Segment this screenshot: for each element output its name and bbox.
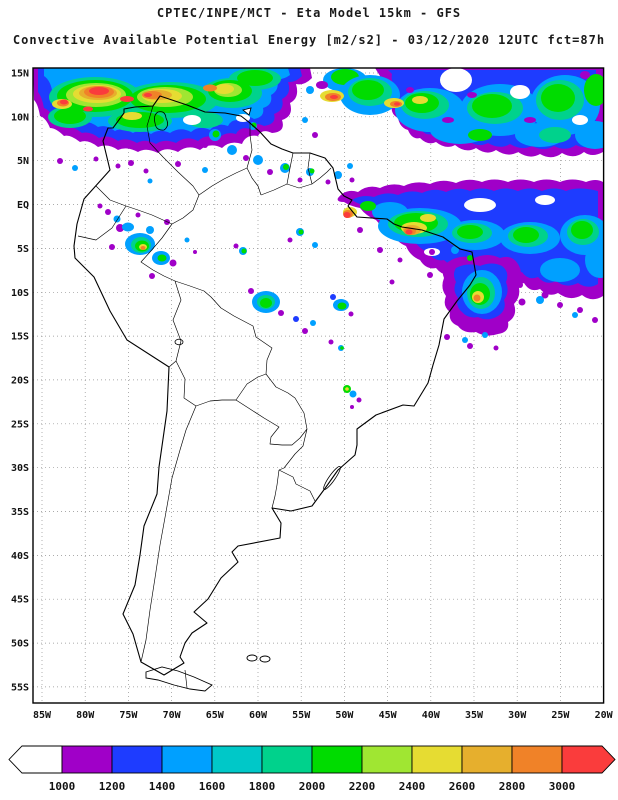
- lon-tick-label: 55W: [292, 710, 311, 721]
- colorbar-segment: [361, 745, 413, 774]
- lon-tick-label: 20W: [595, 710, 614, 721]
- lat-tick-label: 5N: [17, 156, 29, 167]
- lat-tick-label: 15N: [11, 69, 29, 80]
- cape-specks-central-brazil: [233, 228, 362, 409]
- lon-tick-label: 40W: [422, 710, 441, 721]
- colorbar-tick-label: 3000: [549, 780, 576, 793]
- colorbar-tick-label: 1000: [49, 780, 76, 793]
- lat-tick-label: 10S: [11, 288, 29, 299]
- lake-maracaibo: [154, 111, 168, 131]
- lon-tick-label: 70W: [163, 710, 182, 721]
- lat-tick-label: 15S: [11, 332, 29, 343]
- colorbar-tick-label: 1200: [99, 780, 126, 793]
- colorbar-segment: [461, 745, 513, 774]
- lon-tick-label: 45W: [379, 710, 398, 721]
- colorbar-tick-label: 2200: [349, 780, 376, 793]
- lon-tick-label: 65W: [206, 710, 225, 721]
- lat-tick-label: 45S: [11, 595, 29, 606]
- colorbar-tick-label: 2000: [299, 780, 326, 793]
- page-subtitle: Convective Available Potential Energy [m…: [12, 33, 606, 47]
- lat-tick-label: EQ: [17, 200, 29, 211]
- lat-tick-label: 35S: [11, 507, 29, 518]
- lon-tick-label: 85W: [33, 710, 52, 721]
- lon-tick-label: 60W: [249, 710, 268, 721]
- lat-tick-label: 25S: [11, 419, 29, 430]
- colorbar-segment: [261, 745, 313, 774]
- lat-tick-label: 10N: [11, 112, 29, 123]
- cape-blob-equatorial-atlantic: [337, 179, 604, 323]
- lon-tick-label: 75W: [119, 710, 138, 721]
- colorbar-segment: [161, 745, 213, 774]
- cape-specks-guyana-interior: [202, 86, 355, 185]
- lat-tick-label: 30S: [11, 463, 29, 474]
- lakes-islands: [145, 107, 341, 692]
- page-title: CPTEC/INPE/MCT - Eta Model 15km - GFS: [156, 6, 462, 20]
- colorbar-segment: [111, 745, 163, 774]
- colorbar-segment: [211, 745, 263, 774]
- colorbar-tick-label: 2600: [449, 780, 476, 793]
- cape-blob-north-atlantic: [316, 68, 604, 158]
- lat-tick-label: 55S: [11, 682, 29, 693]
- trinidad-island: [242, 107, 252, 116]
- lon-tick-label: 30W: [508, 710, 527, 721]
- lat-tick-label: 50S: [11, 639, 29, 650]
- lon-tick-label: 50W: [335, 710, 354, 721]
- colorbar-tick-label: 1800: [249, 780, 276, 793]
- falkland-island-west: [246, 654, 258, 662]
- lon-tick-label: 35W: [465, 710, 484, 721]
- colorbar: 1000 1200 1400 1600 1800 2000 2200 2400 2600 2800…: [8, 745, 616, 793]
- colorbar-segment: [61, 745, 113, 774]
- cape-shaded-field: [33, 68, 604, 409]
- country-borders: [77, 105, 332, 689]
- lat-tick-label: 40S: [11, 551, 29, 562]
- colorbar-tick-label: 1400: [149, 780, 176, 793]
- south-america-coastline: [73, 95, 477, 676]
- map-frame: [32, 67, 605, 704]
- cape-specks-amazon: [97, 203, 197, 279]
- lon-tick-label: 25W: [551, 710, 570, 721]
- lon-tick-label: 80W: [76, 710, 95, 721]
- colorbar-below-min-arrow: [8, 745, 63, 774]
- lat-tick-label: 5S: [17, 244, 29, 255]
- falkland-island-east: [259, 655, 271, 663]
- cape-blob-northeast-offshore: [429, 246, 526, 351]
- colorbar-segment: [311, 745, 363, 774]
- colorbar-tick-label: 2800: [499, 780, 526, 793]
- grid-lines: [33, 68, 604, 703]
- lat-tick-label: 20S: [11, 375, 29, 386]
- axis-labels: 85W 80W 75W 70W 65W 60W 55W 50W 45W 40W 35W 30W 25W 2…: [11, 69, 614, 722]
- colorbar-segment: [411, 745, 463, 774]
- colorbar-above-max-arrow: [561, 745, 616, 774]
- colorbar-segment: [511, 745, 563, 774]
- colorbar-tick-label: 1600: [199, 780, 226, 793]
- lake-titicaca: [174, 338, 184, 346]
- colorbar-tick-label: 2400: [399, 780, 426, 793]
